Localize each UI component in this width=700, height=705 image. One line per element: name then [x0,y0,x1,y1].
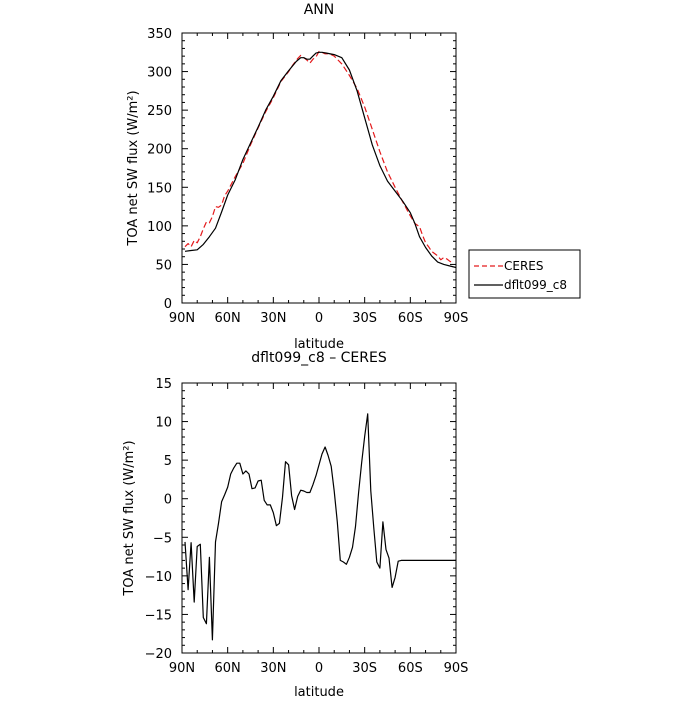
x-tick-label: 90S [444,311,469,326]
x-tick-label: 90S [444,661,469,676]
y-tick-label: 100 [147,220,172,235]
legend-box [468,249,581,299]
x-tick-label: 60S [398,661,423,676]
series-line-difference [184,413,456,641]
y-tick-label: 15 [155,377,172,392]
y-tick-label: 0 [164,493,172,508]
y-tick-label: −20 [145,647,172,662]
y-tick-label: 50 [155,258,172,273]
y-tick-label: 200 [147,143,172,158]
y-tick-label: 350 [147,27,172,42]
legend: CERES dflt099_c8 [468,249,581,299]
x-tick-label: 30N [260,311,286,326]
y-tick-label: −15 [145,608,172,623]
x-tick-label: 60S [398,311,423,326]
legend-label-ceres: CERES [504,259,544,273]
chart-title: ANN [304,2,335,18]
x-tick-label: 30N [260,661,286,676]
x-tick-label: 30S [352,311,377,326]
x-tick-label: 90N [169,661,195,676]
legend-label-model: dflt099_c8 [504,278,567,292]
panel-difference: dflt099_c8 – CERES latitude TOA net SW f… [122,350,468,700]
chart-title: dflt099_c8 – CERES [251,350,387,366]
y-tick-label: 10 [155,416,172,431]
x-tick-label: 60N [215,311,241,326]
panel-annual-flux: ANN latitude TOA net SW flux (W/m²) CERE… [126,2,581,352]
y-tick-label: −10 [145,570,172,585]
x-tick-label: 90N [169,311,195,326]
x-axis-label: latitude [294,337,344,352]
y-tick-label: 150 [147,181,172,196]
y-tick-label: 5 [164,454,172,469]
y-tick-label: 300 [147,66,172,81]
y-axis-label: TOA net SW flux (W/m²) [122,440,137,596]
y-tick-label: −5 [153,531,172,546]
plot-frame [181,32,457,304]
x-tick-label: 60N [215,661,241,676]
y-tick-label: 0 [164,297,172,312]
y-axis-label: TOA net SW flux (W/m²) [126,90,141,246]
x-axis-label: latitude [294,685,344,700]
series-line-dflt099-c8 [184,51,457,269]
y-tick-label: 250 [147,104,172,119]
x-tick-label: 0 [315,661,323,676]
series-line-ceres [184,50,454,264]
x-tick-label: 30S [352,661,377,676]
x-tick-label: 0 [315,311,323,326]
plot-frame [181,382,457,654]
